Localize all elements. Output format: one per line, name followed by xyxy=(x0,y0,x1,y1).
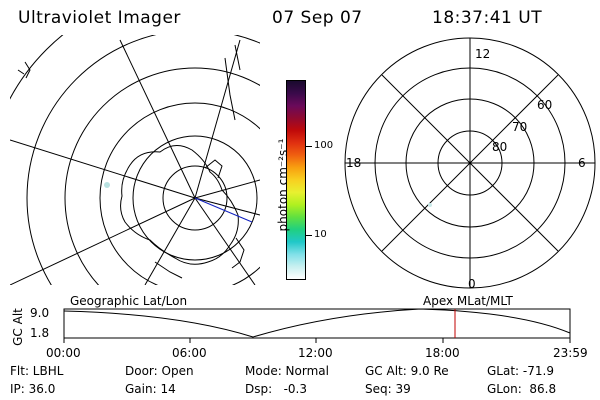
mlt-label-12: 12 xyxy=(475,47,491,61)
glat-info: GLat: -71.9 xyxy=(487,364,554,378)
gain-info: Gain: 14 xyxy=(125,382,176,396)
dsp-info: Dsp: -0.3 xyxy=(245,382,308,396)
mlt-label-6: 6 xyxy=(578,156,586,170)
aurora-spot-magnetic xyxy=(428,203,432,207)
door-info: Door: Open xyxy=(125,364,194,378)
date-label: 07 Sep 07 xyxy=(272,8,363,28)
orbit-track xyxy=(194,197,253,223)
seq-info: Seq: 39 xyxy=(365,382,411,396)
glon-info: GLon: 86.8 xyxy=(487,382,557,396)
timeline-y-title: GC Alt xyxy=(11,308,25,346)
timeline-right-label: Apex MLat/MLT xyxy=(423,294,513,308)
y-tick-high: 9.0 xyxy=(30,306,50,320)
filter-info: Flt: LBHL xyxy=(10,364,64,378)
x-tick-1800: 18:00 xyxy=(425,346,460,360)
colorbar-label-100: 100 xyxy=(314,140,334,151)
timeline-left-label: Geographic Lat/Lon xyxy=(70,294,188,308)
time-label: 18:37:41 UT xyxy=(432,8,543,28)
x-tick-0600: 06:00 xyxy=(172,346,207,360)
magnetic-grid xyxy=(344,37,596,289)
x-axis-ticks xyxy=(63,338,571,343)
lat-label-80: 80 xyxy=(492,140,508,154)
x-tick-0000: 00:00 xyxy=(46,346,81,360)
gc-alt-info: GC Alt: 9.0 Re xyxy=(365,364,449,378)
colorbar-tick-100 xyxy=(306,146,312,147)
instrument-title: Ultraviolet Imager xyxy=(18,8,181,28)
mlt-label-0: 0 xyxy=(468,277,476,291)
x-tick-2359: 23:59 xyxy=(553,346,588,360)
geographic-grid xyxy=(10,35,260,285)
x-tick-1200: 12:00 xyxy=(298,346,333,360)
y-tick-low: 1.8 xyxy=(30,326,50,340)
ip-info: IP: 36.0 xyxy=(10,382,56,396)
timeline-frame xyxy=(63,308,571,339)
altitude-curve xyxy=(63,308,571,338)
colorbar-label-10: 10 xyxy=(314,229,327,240)
lat-label-70: 70 xyxy=(512,120,528,134)
aurora-spot xyxy=(104,182,110,188)
mlt-label-18: 18 xyxy=(346,156,362,170)
mode-info: Mode: Normal xyxy=(245,364,329,378)
lat-label-60: 60 xyxy=(537,98,553,112)
colorbar-unit-label: photon cm⁻²s⁻¹ xyxy=(276,138,290,232)
intensity-colorbar xyxy=(286,80,306,280)
colorbar-tick-10 xyxy=(306,235,312,236)
